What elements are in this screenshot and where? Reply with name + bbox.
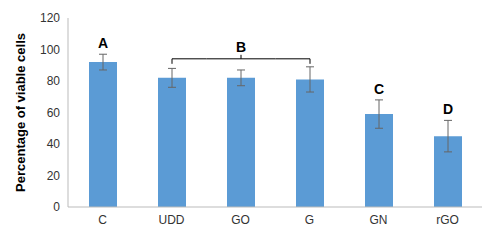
svg-text:B: B [236,39,246,55]
svg-text:GO: GO [231,213,250,227]
svg-text:0: 0 [53,200,60,214]
svg-text:rGO: rGO [436,213,459,227]
svg-text:80: 80 [47,74,61,88]
svg-text:Percentage of viable cells: Percentage of viable cells [13,33,28,192]
svg-text:C: C [374,81,384,97]
svg-text:C: C [98,213,107,227]
svg-text:UDD: UDD [159,213,185,227]
svg-text:20: 20 [47,169,61,183]
svg-text:A: A [98,35,108,51]
svg-text:GN: GN [370,213,388,227]
svg-text:100: 100 [40,43,60,57]
svg-text:120: 120 [40,11,60,25]
svg-text:60: 60 [47,106,61,120]
svg-text:G: G [305,213,314,227]
svg-text:40: 40 [47,137,61,151]
svg-text:D: D [443,101,453,117]
